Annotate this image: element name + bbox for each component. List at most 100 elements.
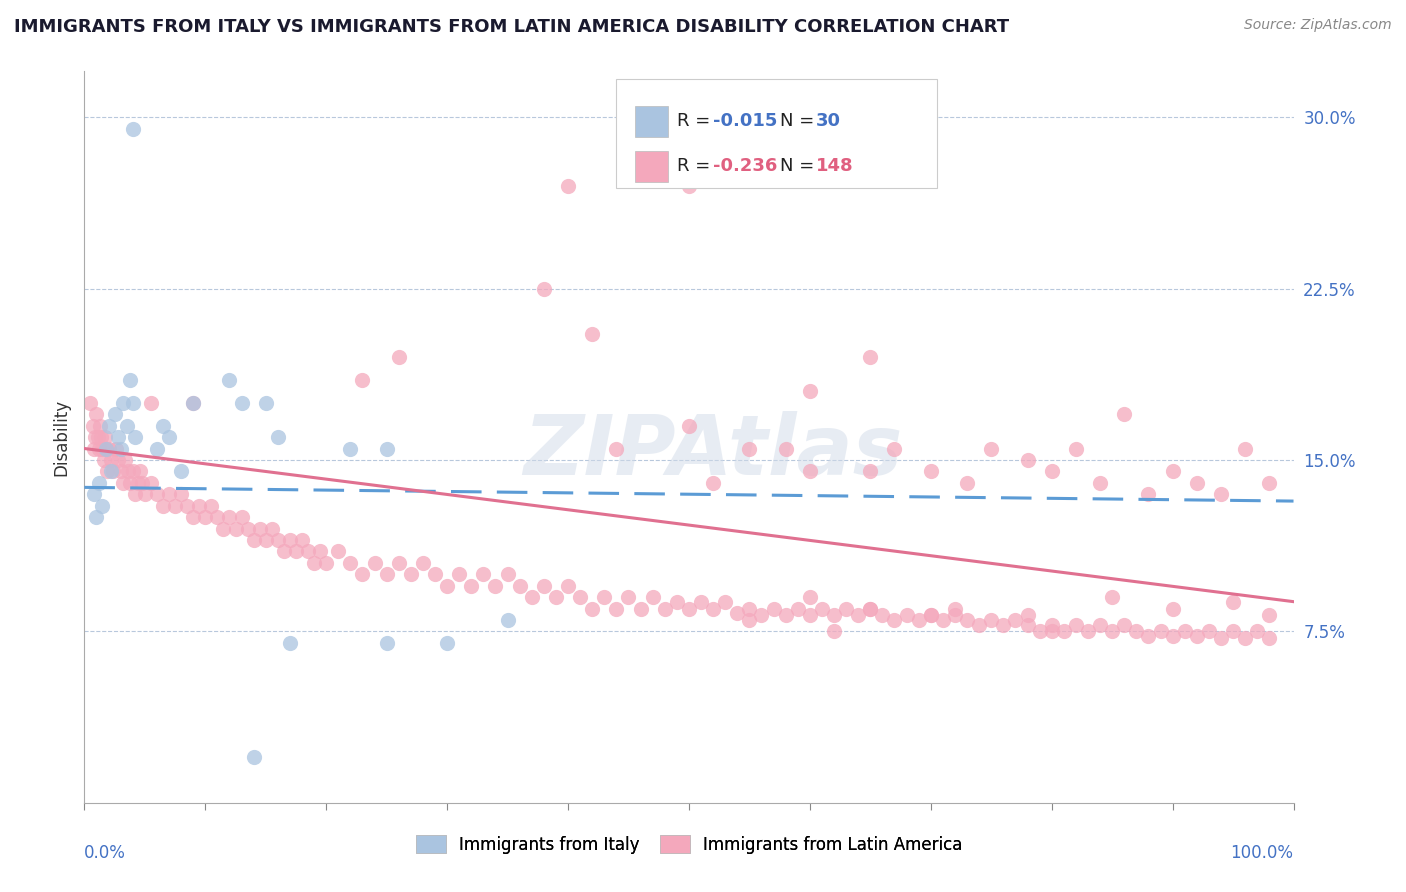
Point — [104, 442, 127, 456]
Point — [883, 613, 905, 627]
Point — [110, 442, 132, 456]
Point — [1209, 632, 1232, 646]
FancyBboxPatch shape — [634, 106, 668, 136]
Point — [1258, 475, 1281, 490]
Point — [751, 608, 773, 623]
Point — [1258, 632, 1281, 646]
Point — [218, 510, 240, 524]
Point — [1185, 475, 1208, 490]
Point — [363, 556, 385, 570]
Point — [399, 567, 422, 582]
Point — [278, 533, 301, 547]
Point — [103, 464, 125, 478]
Point — [1101, 624, 1123, 639]
Point — [91, 499, 114, 513]
Point — [297, 544, 319, 558]
Point — [1017, 608, 1039, 623]
Point — [1040, 464, 1063, 478]
Point — [157, 430, 180, 444]
Point — [569, 590, 592, 604]
Point — [1017, 453, 1039, 467]
Point — [460, 579, 482, 593]
Point — [678, 178, 700, 193]
Point — [1017, 617, 1039, 632]
Point — [207, 510, 229, 524]
Point — [1040, 617, 1063, 632]
Point — [87, 475, 110, 490]
Text: N =: N = — [780, 112, 820, 130]
Point — [1088, 475, 1111, 490]
Point — [97, 442, 120, 456]
Point — [714, 595, 737, 609]
Text: ZIPAtlas: ZIPAtlas — [523, 411, 903, 492]
Point — [423, 567, 446, 582]
Point — [1209, 487, 1232, 501]
Point — [121, 464, 143, 478]
Point — [1040, 624, 1063, 639]
Text: 30: 30 — [815, 112, 841, 130]
Point — [835, 601, 858, 615]
Point — [581, 327, 603, 342]
Point — [859, 350, 882, 364]
Point — [97, 418, 120, 433]
Point — [859, 601, 882, 615]
Point — [94, 442, 117, 456]
Point — [823, 608, 845, 623]
Legend: Immigrants from Italy, Immigrants from Latin America: Immigrants from Italy, Immigrants from L… — [409, 829, 969, 860]
Point — [84, 430, 107, 444]
Point — [146, 487, 169, 501]
Point — [557, 579, 579, 593]
Point — [114, 453, 136, 467]
Point — [254, 533, 277, 547]
Point — [146, 442, 169, 456]
Point — [932, 613, 955, 627]
Point — [593, 590, 616, 604]
Point — [980, 442, 1002, 456]
Point — [1137, 487, 1160, 501]
Point — [181, 510, 204, 524]
Point — [231, 396, 253, 410]
Point — [1198, 624, 1220, 639]
Point — [1114, 407, 1136, 421]
Point — [1077, 624, 1099, 639]
Point — [617, 590, 640, 604]
Point — [83, 442, 105, 456]
Point — [302, 556, 325, 570]
Point — [630, 601, 652, 615]
Point — [117, 464, 139, 478]
Point — [352, 567, 374, 582]
Point — [278, 636, 301, 650]
Point — [181, 396, 204, 410]
Text: Source: ZipAtlas.com: Source: ZipAtlas.com — [1244, 18, 1392, 32]
Point — [1258, 608, 1281, 623]
Point — [120, 373, 142, 387]
Point — [231, 510, 253, 524]
Point — [388, 350, 411, 364]
Point — [1185, 629, 1208, 643]
Point — [1149, 624, 1171, 639]
Point — [533, 281, 555, 295]
Point — [218, 373, 240, 387]
Point — [799, 608, 821, 623]
Point — [738, 601, 761, 615]
Point — [79, 396, 101, 410]
Point — [520, 590, 543, 604]
Point — [107, 430, 129, 444]
Point — [725, 606, 748, 620]
Point — [89, 418, 111, 433]
Point — [339, 556, 361, 570]
Point — [267, 430, 290, 444]
Point — [883, 442, 905, 456]
Point — [775, 608, 797, 623]
Point — [605, 442, 627, 456]
Point — [690, 595, 713, 609]
Point — [581, 601, 603, 615]
Point — [956, 475, 979, 490]
Point — [107, 453, 129, 467]
Point — [799, 464, 821, 478]
Point — [799, 590, 821, 604]
Point — [920, 608, 942, 623]
Point — [134, 487, 156, 501]
Point — [823, 624, 845, 639]
Point — [194, 510, 217, 524]
